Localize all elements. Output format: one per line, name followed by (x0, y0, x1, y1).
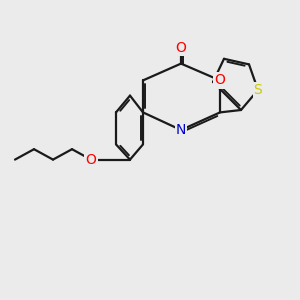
Text: N: N (176, 123, 186, 137)
Text: S: S (254, 83, 262, 97)
Text: O: O (85, 153, 96, 166)
Text: O: O (176, 40, 186, 55)
Text: O: O (214, 74, 225, 87)
